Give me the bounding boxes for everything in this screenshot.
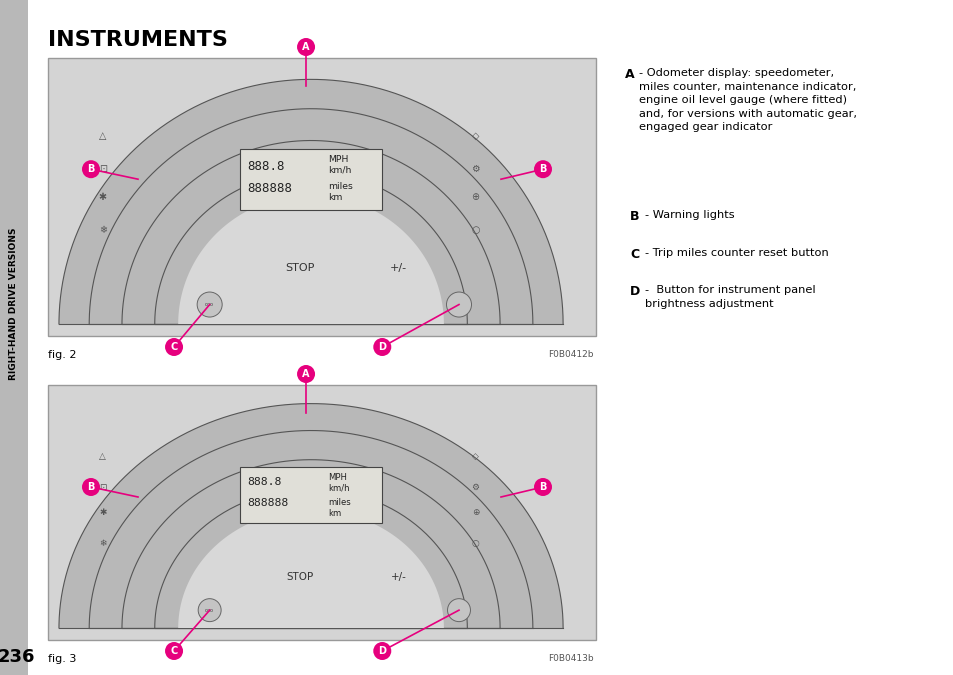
Text: RIGHT-HAND DRIVE VERSIONS: RIGHT-HAND DRIVE VERSIONS xyxy=(10,227,18,380)
Polygon shape xyxy=(154,489,467,628)
Circle shape xyxy=(296,38,314,56)
Text: B: B xyxy=(538,482,546,492)
Text: A: A xyxy=(624,68,634,81)
Bar xyxy=(239,467,382,523)
Text: ❄: ❄ xyxy=(98,225,107,236)
Circle shape xyxy=(534,478,552,496)
Circle shape xyxy=(447,599,470,622)
Polygon shape xyxy=(178,195,443,324)
Text: B: B xyxy=(88,482,94,492)
Polygon shape xyxy=(59,80,562,324)
Text: ⚙: ⚙ xyxy=(471,483,479,491)
Text: 888888: 888888 xyxy=(247,182,292,196)
Bar xyxy=(48,385,596,640)
Bar xyxy=(239,149,382,210)
Text: 888.8: 888.8 xyxy=(247,477,281,487)
Text: 888.8: 888.8 xyxy=(247,160,284,173)
Polygon shape xyxy=(122,460,499,628)
Text: C: C xyxy=(171,342,177,352)
Text: ⊡: ⊡ xyxy=(99,483,107,491)
Text: C: C xyxy=(171,646,177,656)
Text: D: D xyxy=(378,342,386,352)
Text: fig. 2: fig. 2 xyxy=(48,350,76,360)
Text: STOP: STOP xyxy=(286,572,314,582)
Text: MPH
km/h: MPH km/h xyxy=(328,473,349,492)
Text: ⚙: ⚙ xyxy=(471,164,479,174)
Text: ○: ○ xyxy=(471,225,479,236)
Text: MPH
km/h: MPH km/h xyxy=(328,155,351,174)
Text: ○: ○ xyxy=(471,539,478,547)
Text: INSTRUMENTS: INSTRUMENTS xyxy=(48,30,228,50)
Text: ◇: ◇ xyxy=(472,452,478,461)
Text: F0B0412b: F0B0412b xyxy=(548,350,594,359)
Text: A: A xyxy=(302,42,310,52)
Polygon shape xyxy=(90,109,533,324)
Text: B: B xyxy=(538,164,546,174)
Text: D: D xyxy=(378,646,386,656)
Circle shape xyxy=(165,338,183,356)
Text: +/-: +/- xyxy=(391,572,406,582)
Circle shape xyxy=(446,292,471,317)
Text: miles
km: miles km xyxy=(328,182,353,202)
Polygon shape xyxy=(178,510,443,628)
Text: - Odometer display: speedometer,
miles counter, maintenance indicator,
engine oi: - Odometer display: speedometer, miles c… xyxy=(639,68,856,132)
Text: △: △ xyxy=(99,452,106,461)
Text: STOP: STOP xyxy=(285,263,314,273)
Text: +/-: +/- xyxy=(390,263,407,273)
Circle shape xyxy=(197,292,222,317)
Text: 888888: 888888 xyxy=(247,498,288,508)
Circle shape xyxy=(534,160,552,178)
Text: - Trip miles counter reset button: - Trip miles counter reset button xyxy=(644,248,828,258)
Text: ✱: ✱ xyxy=(99,508,107,517)
Text: △: △ xyxy=(99,131,107,141)
Circle shape xyxy=(165,642,183,660)
Text: ◇: ◇ xyxy=(471,131,478,141)
Text: -  Button for instrument panel
brightness adjustment: - Button for instrument panel brightness… xyxy=(644,285,815,308)
Text: ❄: ❄ xyxy=(99,539,107,547)
Text: ⊡: ⊡ xyxy=(98,164,107,174)
Text: fig. 3: fig. 3 xyxy=(48,654,76,664)
Polygon shape xyxy=(122,140,499,324)
Circle shape xyxy=(373,338,391,356)
Polygon shape xyxy=(59,404,562,628)
Circle shape xyxy=(198,599,221,622)
Text: ⊕: ⊕ xyxy=(471,192,479,202)
Text: B: B xyxy=(629,210,639,223)
Text: C: C xyxy=(629,248,639,261)
Text: B: B xyxy=(88,164,94,174)
Circle shape xyxy=(296,365,314,383)
Circle shape xyxy=(82,478,100,496)
Bar xyxy=(48,58,596,336)
Text: - Warning lights: - Warning lights xyxy=(644,210,734,220)
Text: F0B0413b: F0B0413b xyxy=(548,654,594,663)
Bar xyxy=(0,0,28,675)
Polygon shape xyxy=(90,431,533,628)
Text: ✱: ✱ xyxy=(98,192,107,202)
Circle shape xyxy=(373,642,391,660)
Text: D: D xyxy=(629,285,639,298)
Text: ooo: ooo xyxy=(205,608,213,613)
Circle shape xyxy=(82,160,100,178)
Text: ooo: ooo xyxy=(205,302,213,307)
Text: A: A xyxy=(302,369,310,379)
Text: 236: 236 xyxy=(0,648,34,666)
Text: ⊕: ⊕ xyxy=(471,508,478,517)
Polygon shape xyxy=(154,172,467,324)
Text: miles
km: miles km xyxy=(328,498,351,518)
